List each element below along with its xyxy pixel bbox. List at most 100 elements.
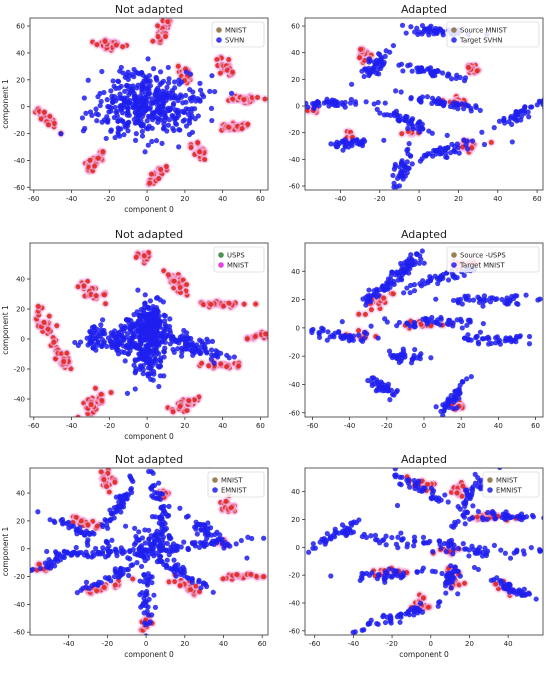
data-point-target (438, 276, 443, 281)
data-point-glow (267, 330, 275, 338)
data-point-target (105, 120, 110, 125)
data-point-target (341, 139, 346, 144)
data-point-target (173, 564, 178, 569)
data-point-target (93, 348, 98, 353)
data-point-target (492, 543, 497, 548)
data-point-target (455, 569, 460, 574)
y-axis-label: component 1 (1, 305, 10, 355)
data-point-target (65, 549, 70, 554)
data-point-source (241, 97, 246, 102)
data-point-source (227, 301, 232, 306)
data-point-source (61, 359, 66, 364)
data-point-target (318, 540, 323, 545)
data-point-target (211, 590, 216, 595)
data-point-target (146, 548, 151, 553)
data-point-target (431, 488, 436, 493)
data-point-target (410, 124, 415, 129)
data-point-target (212, 89, 217, 94)
data-point-target (158, 364, 163, 369)
data-point-target (209, 541, 214, 546)
data-point-source (240, 126, 245, 131)
data-point-target (478, 297, 483, 302)
data-point-target (133, 369, 138, 374)
data-point-target (362, 74, 367, 79)
data-point-source (399, 131, 404, 136)
data-point-target (161, 313, 166, 318)
data-point-target (104, 344, 109, 349)
data-point-target (74, 545, 79, 550)
data-point-target (451, 298, 456, 303)
data-point-target (449, 585, 454, 590)
data-point-target (452, 576, 457, 581)
data-point-target (125, 110, 130, 115)
data-point-target (170, 347, 175, 352)
data-point-target (171, 95, 176, 100)
data-point-target (116, 351, 121, 356)
data-point-target (469, 108, 474, 113)
data-point-target (151, 66, 156, 71)
data-point-target (369, 324, 374, 329)
data-point-source (176, 64, 181, 69)
data-point-target (418, 159, 423, 164)
data-point-source (475, 69, 480, 74)
data-point-target (374, 621, 379, 626)
data-point-target (131, 74, 136, 79)
data-point-target (430, 549, 435, 554)
data-point-target (429, 315, 434, 320)
data-point-target (418, 356, 423, 361)
data-point-source (99, 469, 104, 474)
data-point-source (475, 515, 480, 520)
data-point-target (363, 302, 368, 307)
data-point-target (412, 347, 417, 352)
data-point-source (99, 398, 104, 403)
data-point-target (105, 104, 110, 109)
data-point-source (112, 480, 117, 485)
data-point-target (148, 298, 153, 303)
data-point-source (242, 302, 247, 307)
data-point-target (405, 147, 410, 152)
data-point-target (394, 389, 399, 394)
y-tick-label: -20 (289, 129, 300, 137)
y-tick-label: -40 (14, 396, 25, 404)
data-point-target (186, 514, 191, 519)
data-point-target (396, 63, 401, 68)
data-point-source (165, 19, 170, 24)
data-point-source (185, 408, 190, 413)
data-point-target (198, 351, 203, 356)
data-point-source (102, 585, 107, 590)
data-point-target (143, 76, 148, 81)
data-point-target (146, 305, 151, 310)
data-point-target (358, 141, 363, 146)
data-point-target (179, 350, 184, 355)
data-point-target (118, 126, 123, 131)
data-point-source (101, 149, 106, 154)
data-point-source (147, 181, 152, 186)
data-point-target (467, 517, 472, 522)
data-point-source (261, 574, 266, 579)
data-point-target (469, 493, 474, 498)
data-point-source (120, 44, 125, 49)
series-target (283, 23, 550, 190)
data-point-target (188, 116, 193, 121)
data-point-source (234, 572, 239, 577)
data-point-target (196, 113, 201, 118)
data-point-source (249, 572, 254, 577)
data-point-target (465, 139, 470, 144)
data-point-target (335, 142, 340, 147)
y-tick-label: -60 (289, 183, 300, 191)
data-point-target (225, 542, 230, 547)
data-point-target (89, 113, 94, 118)
data-point-target (179, 80, 184, 85)
data-point-target (389, 575, 394, 580)
x-tick-label: 40 (493, 195, 502, 203)
data-point-target (167, 316, 172, 321)
data-point-target (152, 92, 157, 97)
data-point-target (467, 318, 472, 323)
data-point-target (119, 572, 124, 577)
data-point-source (51, 340, 56, 345)
data-point-target (442, 492, 447, 497)
x-tick-label: -40 (66, 422, 77, 430)
data-point-target (418, 99, 423, 104)
